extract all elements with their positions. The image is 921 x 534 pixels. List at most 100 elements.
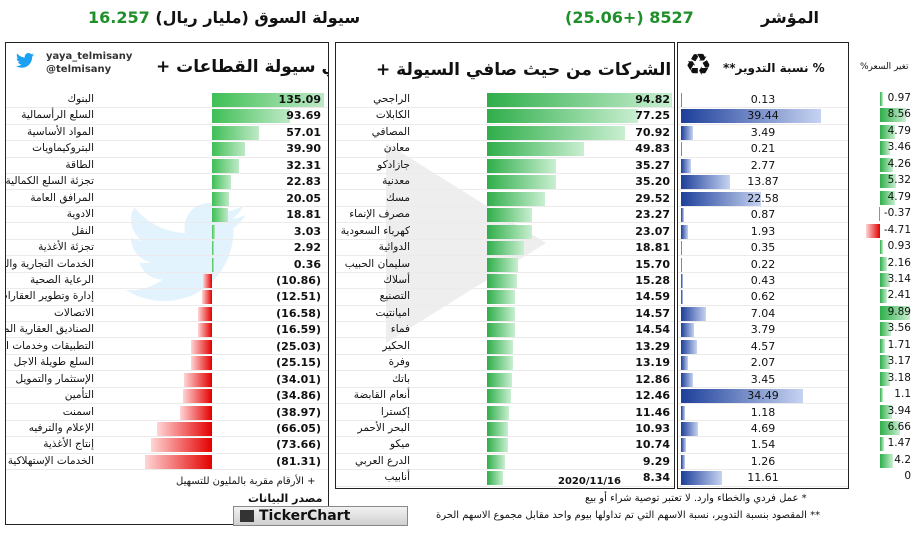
sector-bar — [191, 356, 212, 371]
turnover-value: 7.04 — [750, 306, 776, 320]
sector-name: المواد الأساسية — [26, 125, 94, 138]
company-bar — [487, 471, 504, 486]
market-liquidity-header: سيولة السوق (مليار ريال) 16.257 — [88, 8, 360, 27]
company-row: أنابيب 8.34 — [336, 470, 674, 487]
sector-name: الاتصالات — [53, 306, 94, 319]
turnover-bar — [681, 405, 686, 420]
company-value: 15.70 — [635, 257, 670, 271]
companies-panel: أعلى الشركات من حيث صافي السيولة + الراج… — [335, 42, 675, 489]
sector-row: اسمنت (38.97) — [6, 405, 328, 421]
company-bar — [487, 142, 585, 157]
turnover-bar — [681, 142, 682, 157]
sector-row: المرافق العامة 20.05 — [6, 191, 328, 207]
price-change-value: 6.66 — [887, 421, 911, 433]
sector-bar — [212, 142, 246, 157]
sector-value: (34.01) — [276, 372, 321, 386]
turnover-row: 22.58 — [678, 191, 848, 207]
sector-row: التطبيقات وخدمات التقنية (25.03) — [6, 339, 328, 355]
turnover-value: 4.57 — [750, 339, 776, 353]
turnover-value: 2.07 — [750, 356, 776, 370]
company-bar — [487, 175, 556, 190]
sector-row: تجزئة السلع الكمالية 22.83 — [6, 174, 328, 191]
turnover-value: 3.45 — [750, 372, 776, 386]
turnover-row: 39.44 — [678, 108, 848, 125]
turnover-bar — [681, 175, 731, 190]
price-change-row: 2.41 — [853, 288, 915, 304]
company-row: الكابلات 77.25 — [336, 108, 674, 125]
sector-name: النقل — [71, 224, 94, 237]
sector-name: الادوية — [66, 208, 94, 221]
turnover-value: 2.77 — [750, 158, 776, 172]
sector-bar — [198, 323, 212, 338]
company-bar — [487, 125, 626, 140]
turnover-row: 13.87 — [678, 174, 848, 191]
sector-name: إنتاج الأغذية — [43, 438, 94, 451]
price-change-row: 9.89 — [853, 305, 915, 321]
turnover-bar — [681, 339, 698, 354]
price-change-bar — [880, 124, 895, 139]
price-change-row: -4.71 — [853, 223, 915, 239]
turnover-row: 0.13 — [678, 92, 848, 109]
price-change-row: 1.47 — [853, 436, 915, 452]
price-change-bar — [880, 240, 883, 255]
company-row: كهرباء السعودية 23.07 — [336, 224, 674, 240]
price-change-bar — [865, 223, 880, 238]
turnover-bar — [681, 208, 685, 223]
sector-value: (38.97) — [276, 405, 321, 419]
price-change-row: 8.56 — [853, 107, 915, 123]
company-name: الكابلات — [375, 109, 410, 122]
company-value: 35.20 — [635, 175, 670, 189]
recycle-icon: ♻ — [685, 48, 712, 83]
companies-title: أعلى الشركات من حيث صافي السيولة + — [376, 60, 674, 80]
turnover-value: 3.79 — [750, 323, 776, 337]
sector-row: البنوك 135.09 — [6, 92, 328, 109]
turnover-bar — [681, 389, 804, 404]
twitter-handle-at: @telmisany — [46, 64, 112, 75]
sector-value: (81.31) — [276, 454, 321, 468]
sector-row: الخدمات التجارية والمهنية 0.36 — [6, 257, 328, 273]
twitter-handle: yaya_telmisany — [46, 51, 133, 62]
company-bar — [487, 422, 509, 436]
price-change-row: 6.66 — [853, 420, 915, 436]
price-change-row: 0.97 — [853, 91, 915, 107]
price-change-value: 0 — [904, 470, 911, 483]
company-name: إكسترا — [380, 405, 410, 418]
turnover-bar — [681, 356, 689, 371]
sector-row: إدارة وتطوير العقارات (12.51) — [5, 289, 328, 306]
sector-name: الرعاية الصحية — [29, 273, 94, 286]
company-bar — [487, 389, 512, 404]
company-row: معدنية 35.20 — [336, 174, 674, 191]
company-value: 11.46 — [635, 405, 670, 419]
price-change-row: 4.26 — [853, 157, 915, 173]
price-change-value: 4.79 — [887, 124, 911, 137]
company-row: مصرف الإنماء 23.27 — [336, 207, 674, 224]
turnover-value: 0.13 — [750, 93, 776, 106]
price-change-bar — [880, 174, 897, 189]
price-change-bar — [880, 437, 885, 452]
sector-row: السلع الرأسمالية 93.69 — [6, 108, 328, 125]
company-name: الدوائية — [378, 241, 410, 254]
price-change-bar — [880, 338, 886, 353]
sector-bar — [212, 241, 215, 256]
company-name: كهرباء السعودية — [340, 224, 410, 237]
company-value: 10.93 — [635, 422, 670, 435]
company-bar — [487, 158, 556, 173]
company-name: المصافي — [371, 125, 410, 138]
sector-name: الإعلام والترفيه — [28, 422, 94, 434]
sector-name: إدارة وتطوير العقارات — [5, 290, 94, 303]
company-bar — [487, 241, 524, 256]
turnover-value: 1.93 — [750, 224, 776, 238]
company-bar — [487, 306, 516, 321]
company-name: أنعام القابضة — [353, 389, 410, 402]
company-name: سليمان الحبيب — [344, 257, 410, 270]
turnover-row: 1.93 — [678, 224, 848, 240]
turnover-value: 0.62 — [750, 290, 776, 304]
price-change-bar — [880, 305, 910, 320]
sector-row: التأمين (34.86) — [6, 388, 328, 405]
price-change-row: 4.2 — [853, 453, 915, 469]
company-row: مسك 29.52 — [336, 191, 674, 207]
price-change-row: 4.79 — [853, 190, 915, 206]
price-change-value: 4.79 — [887, 190, 911, 203]
sector-bar — [212, 175, 231, 190]
price-change-value: 0.97 — [887, 92, 911, 104]
